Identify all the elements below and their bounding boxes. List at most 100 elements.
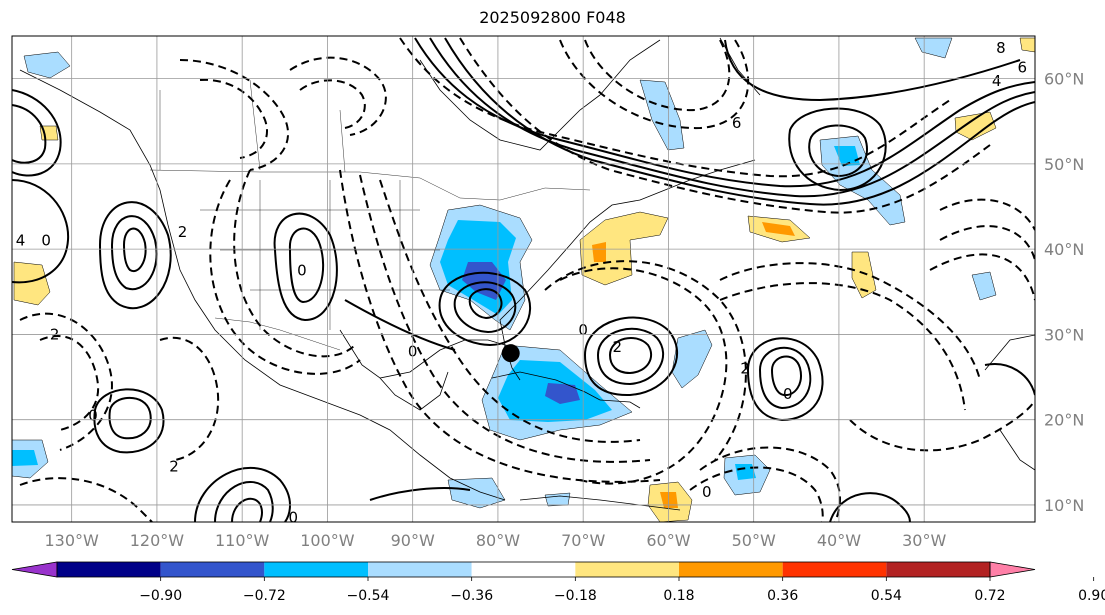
dashed-western-atlantic-1 xyxy=(559,267,728,485)
dashed-trough-plains-2 xyxy=(233,169,356,358)
negative-anomaly-caribbean-center xyxy=(545,383,580,404)
map-title: 2025092800 F048 xyxy=(479,8,626,27)
dashed-north-canada-1 xyxy=(289,56,387,136)
latitude-label: 40°N xyxy=(1044,240,1084,259)
colorbar-tick-label: 0.90 xyxy=(1078,588,1105,604)
dashed-pacific-6 xyxy=(199,78,268,159)
pacific-high-ring-3 xyxy=(122,227,147,273)
dashed-trough-plains-1 xyxy=(209,179,361,375)
colorbar-tick-label: −0.18 xyxy=(554,588,597,604)
alaska-ring-1 xyxy=(12,89,62,177)
dashed-pacific-2 xyxy=(39,335,100,431)
colorbar-segment xyxy=(782,562,887,577)
contour-value-label: 0 xyxy=(88,406,98,424)
contour-value-label: 2 xyxy=(740,360,750,378)
hudson-bay-coast xyxy=(419,59,601,151)
contour-value-label: 2 xyxy=(178,223,188,241)
tropical-pacific-ring-1 xyxy=(194,466,291,522)
map-background xyxy=(12,36,1035,522)
longitude-label: 60°W xyxy=(646,531,690,550)
dashed-trough-east-us-3 xyxy=(339,169,661,483)
negative-anomaly-panama xyxy=(447,477,506,509)
atlantic-low-ring-3 xyxy=(608,336,653,375)
east-atlantic-ring xyxy=(984,363,1035,396)
latitude-labels: 60°N 50°N 40°N 30°N 20°N 10°N xyxy=(1044,70,1084,515)
latitude-label: 20°N xyxy=(1044,411,1084,430)
latitude-label: 10°N xyxy=(1044,496,1084,515)
positive-anomaly-azores xyxy=(851,251,877,299)
southeast-low-ring-1 xyxy=(438,271,531,347)
contour-value-label: 2 xyxy=(613,338,623,356)
tropical-pacific-ring-3 xyxy=(231,497,263,522)
dashed-eastern-atlantic-6 xyxy=(929,253,1035,301)
colorbar-tick-label: −0.54 xyxy=(347,588,390,604)
africa-coast xyxy=(999,429,1035,471)
north-atlantic-ring-2 xyxy=(808,124,868,178)
pacific-high-ring-1 xyxy=(98,201,172,310)
latitude-label: 50°N xyxy=(1044,155,1084,174)
tropical-pacific-ring-2 xyxy=(214,481,274,522)
dashed-eastern-atlantic-5 xyxy=(939,225,1035,261)
atlantic-low-ring-1 xyxy=(583,316,679,397)
contour-value-label: 0 xyxy=(702,483,712,501)
storm-center-marker xyxy=(501,344,520,363)
map-frame xyxy=(11,35,1036,523)
dashed-pacific-1 xyxy=(19,312,113,451)
contour-value-label: 2 xyxy=(169,458,179,476)
labrador-coast xyxy=(599,39,661,96)
colorbar-tick-label: −0.36 xyxy=(450,588,493,604)
north-atlantic-ring-1 xyxy=(788,107,887,192)
dashed-trough-east-us-2 xyxy=(359,174,651,463)
jet-contour-1 xyxy=(414,37,1035,188)
us-canada-border xyxy=(149,169,591,201)
longitude-label: 30°W xyxy=(902,531,946,550)
contour-value-label: 6 xyxy=(1017,59,1027,77)
colorbar-segment xyxy=(679,562,783,577)
contour-value-label: 0 xyxy=(289,509,299,527)
longitude-labels: 130°W 120°W 110°W 100°W 90°W 80°W 70°W 60°W 50°W… xyxy=(44,531,946,550)
longitude-label: 130°W xyxy=(44,531,99,550)
colorbar-outline xyxy=(56,561,991,578)
contour-value-label: 4 xyxy=(992,72,1002,90)
colorbar-segment xyxy=(886,562,990,577)
west-us-ring-2 xyxy=(288,227,325,304)
negative-anomaly-alaska xyxy=(23,51,71,79)
northern-high-ring xyxy=(724,39,1021,102)
dashed-tropical-atlantic-2 xyxy=(689,466,824,522)
dashed-tropical-atlantic-1 xyxy=(699,446,841,522)
state-lines xyxy=(200,180,450,330)
border-layer xyxy=(149,79,591,351)
gridline-layer xyxy=(12,36,1035,522)
negative-anomaly-pacific-west-core xyxy=(12,450,38,466)
pacific-south-ring-1 xyxy=(93,388,165,454)
alaska-ring-2 xyxy=(12,104,47,164)
southeast-atlantic-ring xyxy=(829,492,911,522)
canada-province-lines xyxy=(159,79,346,173)
dashed-north-canada-2 xyxy=(299,79,366,129)
colorbar-segment xyxy=(264,562,368,577)
positive-anomaly-central-atlantic-core xyxy=(762,222,795,236)
colorbar-tick-label: 0.36 xyxy=(767,588,798,604)
colorbar-segment xyxy=(160,562,265,577)
storm-marker-layer xyxy=(501,344,520,363)
colorbar-segment xyxy=(368,562,472,577)
positive-anomaly-offshore-east-coast xyxy=(579,211,669,286)
colorbar: −0.90 −0.72 −0.54 −0.36 −0.18 0.18 0.36 0.54 0.7… xyxy=(11,561,1105,604)
colorbar-tick-label: 0.54 xyxy=(871,588,902,604)
dashed-eastern-atlantic-1 xyxy=(719,262,981,381)
jet-contour-3 xyxy=(444,37,1035,206)
pacific-south-ring-2 xyxy=(108,396,152,440)
contour-value-label: 6 xyxy=(732,114,742,132)
coastline-layer xyxy=(19,37,1035,511)
north-america-west-coast xyxy=(19,69,506,501)
colorbar-max-extend xyxy=(989,561,1036,578)
europe-coast xyxy=(984,334,1035,371)
southeast-low-ring-2 xyxy=(453,281,517,334)
central-atlantic-ring-3 xyxy=(770,355,802,397)
longitude-label: 80°W xyxy=(476,531,520,550)
contour-value-label: 0 xyxy=(41,232,51,250)
jet-contour-4 xyxy=(459,37,991,214)
negative-anomaly-north-atlantic-core xyxy=(834,146,860,166)
colorbar-tick-label: −0.72 xyxy=(243,588,286,604)
